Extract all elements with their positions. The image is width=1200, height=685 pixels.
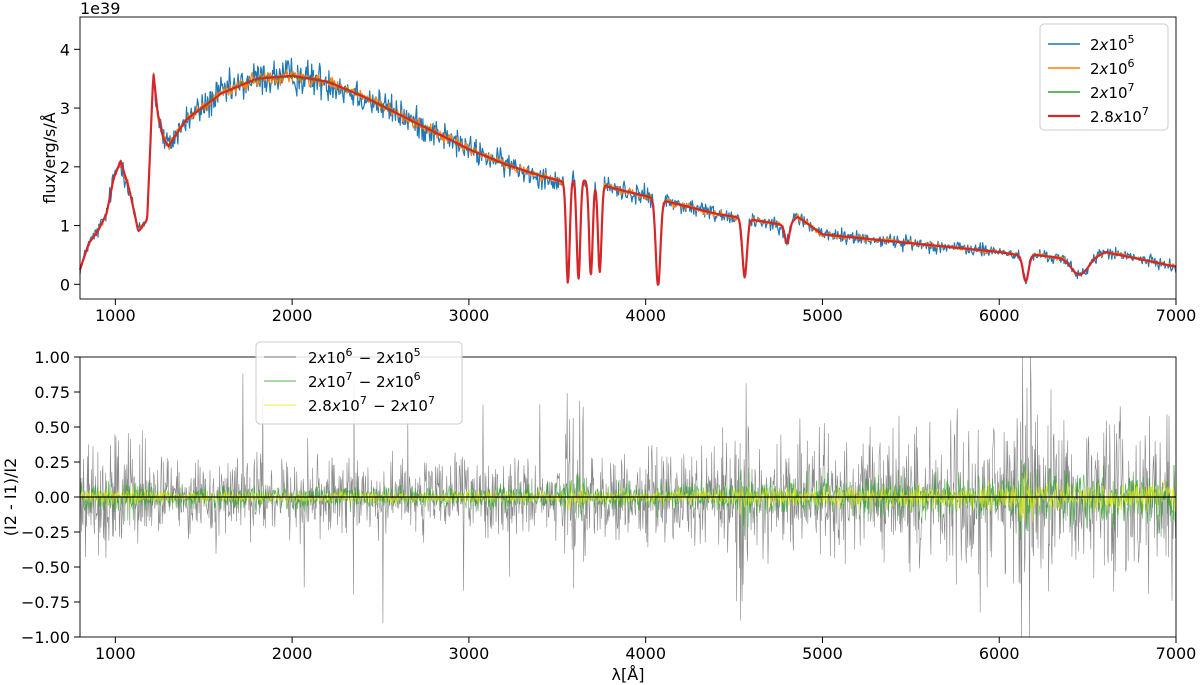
bottom-x-axis-label: λ[Å] — [612, 665, 645, 684]
legend-label: 2x107 − 2x106 — [308, 370, 422, 391]
top-plot-frame — [79, 16, 1177, 300]
top-scale-label: 1e39 — [80, 0, 120, 18]
series-line-2x10^5 — [79, 57, 1177, 287]
top-y-tick-label: 3 — [60, 99, 70, 118]
top-x-tick-label: 4000 — [625, 306, 666, 325]
bottom-y-tick-label: −0.50 — [21, 558, 70, 577]
bottom-x-tick-label: 4000 — [625, 644, 666, 663]
bottom-x-tick-label: 3000 — [449, 644, 490, 663]
series-line-2x10^7 - 2x10^6 — [79, 459, 1177, 541]
top-y-ticks: 0 1 2 3 4 — [60, 40, 80, 294]
series-line-2x10^6 - 2x10^5 — [79, 356, 1177, 638]
top-x-tick-label: 6000 — [979, 306, 1020, 325]
legend-label: 2x107 — [1090, 81, 1136, 102]
legend-label: 2x105 — [1090, 33, 1136, 54]
top-legend: 2x105 2x106 2x107 2.8x107 — [1039, 23, 1169, 131]
legend-label: 2x106 — [1090, 57, 1136, 78]
top-series-group — [78, 57, 1177, 287]
top-x-tick-label: 1000 — [95, 306, 136, 325]
bottom-y-tick-label: 0.75 — [34, 383, 70, 402]
bottom-x-tick-label: 1000 — [95, 644, 136, 663]
bottom-y-tick-label: 0.50 — [34, 418, 70, 437]
top-y-tick-label: 0 — [60, 275, 70, 294]
legend-label: 2.8x107 — [1090, 105, 1150, 126]
bottom-y-tick-label: −0.75 — [21, 593, 70, 612]
bottom-y-ticks: −1.00 −0.75 −0.50 −0.25 0.00 0.25 0.50 0.75 1.00 — [21, 348, 80, 647]
legend-label: 2x106 − 2x105 — [308, 346, 422, 367]
bottom-y-tick-label: 0.00 — [34, 488, 70, 507]
bottom-legend: 2x106 − 2x105 2x107 − 2x106 2.8x107 − 2x… — [255, 341, 463, 425]
bottom-y-tick-label: 0.25 — [34, 453, 70, 472]
top-x-tick-label: 5000 — [802, 306, 843, 325]
series-line-2.8x10^7 — [78, 73, 1177, 286]
top-y-tick-label: 2 — [60, 158, 70, 177]
top-x-tick-label: 7000 — [1156, 306, 1197, 325]
bottom-y-tick-label: −0.25 — [21, 523, 70, 542]
bottom-x-tick-label: 7000 — [1156, 644, 1197, 663]
bottom-legend-box — [255, 341, 463, 425]
top-y-tick-label: 4 — [60, 40, 70, 59]
legend-label: 2.8x107 − 2x107 — [308, 394, 436, 415]
bottom-y-tick-label: 1.00 — [34, 348, 70, 367]
bottom-x-tick-label: 5000 — [802, 644, 843, 663]
top-y-axis-label: flux/erg/s/Å — [40, 112, 59, 203]
bottom-y-tick-label: −1.00 — [21, 628, 70, 647]
top-x-tick-label: 3000 — [449, 306, 490, 325]
series-line-2x10^6 — [79, 69, 1177, 286]
bottom-x-ticks: 1000 2000 3000 4000 5000 6000 7000 — [95, 637, 1196, 663]
top-y-tick-label: 1 — [60, 217, 70, 236]
bottom-x-tick-label: 2000 — [272, 644, 313, 663]
bottom-panel: 1000 2000 3000 4000 5000 6000 7000 −1.00−0.75−… — [1, 341, 1196, 684]
top-legend-box — [1039, 23, 1169, 131]
top-x-tick-label: 2000 — [272, 306, 313, 325]
bottom-y-axis-label: (I2 - I1)/I2 — [1, 458, 20, 537]
bottom-x-tick-label: 6000 — [979, 644, 1020, 663]
top-x-ticks: 1000 2000 3000 4000 5000 6000 7000 — [95, 299, 1196, 325]
